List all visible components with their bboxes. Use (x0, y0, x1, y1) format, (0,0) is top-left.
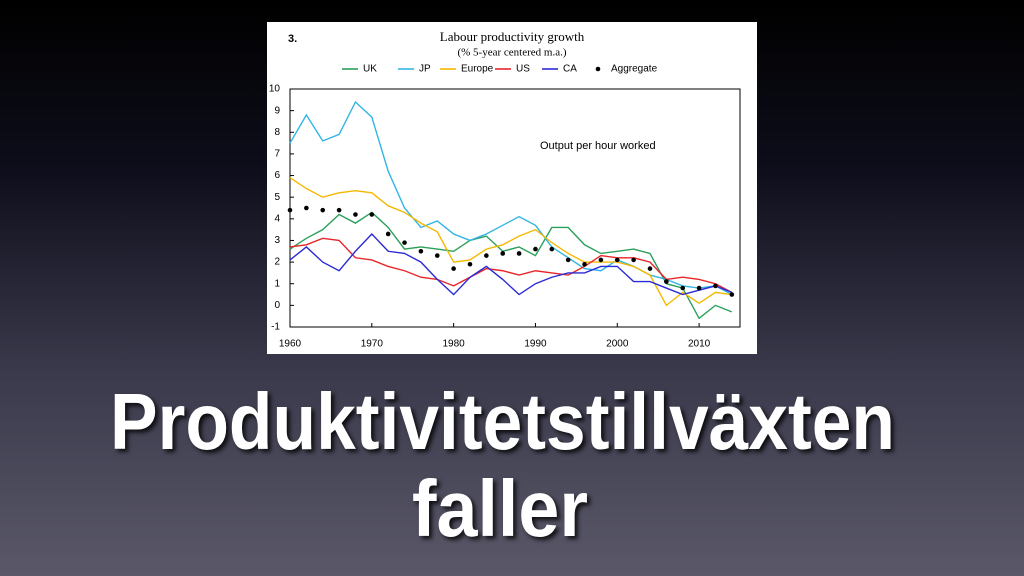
legend-label: UK (363, 64, 377, 75)
data-point (516, 251, 522, 256)
slide-title-line: Produktivitetstillväxten (110, 377, 895, 466)
data-point (402, 240, 407, 245)
data-point (696, 285, 702, 291)
legend-label: Aggregate (611, 64, 658, 75)
y-tick-label: 1 (274, 278, 280, 289)
data-point (418, 248, 424, 254)
data-point (287, 207, 293, 213)
chart-subtitle: (% 5-year centered m.a.) (457, 47, 566, 59)
y-tick-label: 4 (274, 213, 280, 224)
legend-label: CA (563, 64, 577, 75)
series-line (289, 237, 733, 294)
data-point (631, 257, 636, 263)
legend-marker (595, 66, 601, 72)
data-point (582, 261, 587, 267)
x-tick-label: 1980 (443, 339, 466, 350)
data-point (353, 212, 358, 217)
data-point (336, 207, 342, 213)
data-point (320, 207, 326, 213)
series-line (289, 232, 733, 296)
legend-label: JP (419, 64, 431, 75)
annotation: Output per hour worked (540, 140, 656, 152)
y-tick-label: 3 (274, 235, 280, 246)
data-point (713, 283, 718, 289)
data-point (500, 251, 506, 256)
data-point (549, 246, 555, 252)
x-tick-label: 2000 (606, 339, 629, 350)
x-tick-label: 1970 (361, 339, 384, 350)
series-line (289, 177, 732, 307)
y-tick-label: 9 (274, 105, 280, 116)
data-point (614, 257, 620, 263)
y-tick-label: 0 (274, 300, 280, 311)
data-point (565, 257, 571, 263)
data-point (434, 253, 440, 258)
y-tick-label: 6 (274, 170, 280, 181)
data-point (664, 279, 669, 284)
chart-panel (267, 22, 757, 354)
data-point (451, 266, 456, 271)
chart-title: Labour productivity growth (440, 29, 585, 44)
x-tick-label: 1960 (279, 339, 302, 350)
data-point (533, 246, 538, 252)
x-tick-label: 1990 (524, 339, 547, 350)
data-point (598, 257, 604, 263)
data-point (304, 205, 309, 211)
series-line (289, 100, 733, 296)
data-point (729, 292, 735, 297)
data-point (467, 261, 473, 267)
data-point (647, 266, 653, 271)
chart-number: 3. (288, 33, 297, 45)
y-tick-label: 7 (274, 149, 280, 160)
y-tick-label: 2 (274, 257, 280, 268)
legend-label: Europe (461, 64, 494, 75)
y-tick-label: 5 (274, 192, 280, 203)
data-point (385, 231, 391, 237)
data-point (369, 212, 375, 217)
x-tick-label: 2010 (688, 339, 711, 350)
y-tick-label: 10 (269, 84, 281, 95)
y-tick-label: -1 (271, 322, 280, 333)
data-point (484, 253, 489, 258)
data-point (680, 285, 686, 291)
slide-title-line: faller (412, 464, 588, 553)
legend-label: US (516, 64, 530, 75)
y-tick-label: 8 (274, 127, 280, 138)
series-line (289, 211, 733, 320)
